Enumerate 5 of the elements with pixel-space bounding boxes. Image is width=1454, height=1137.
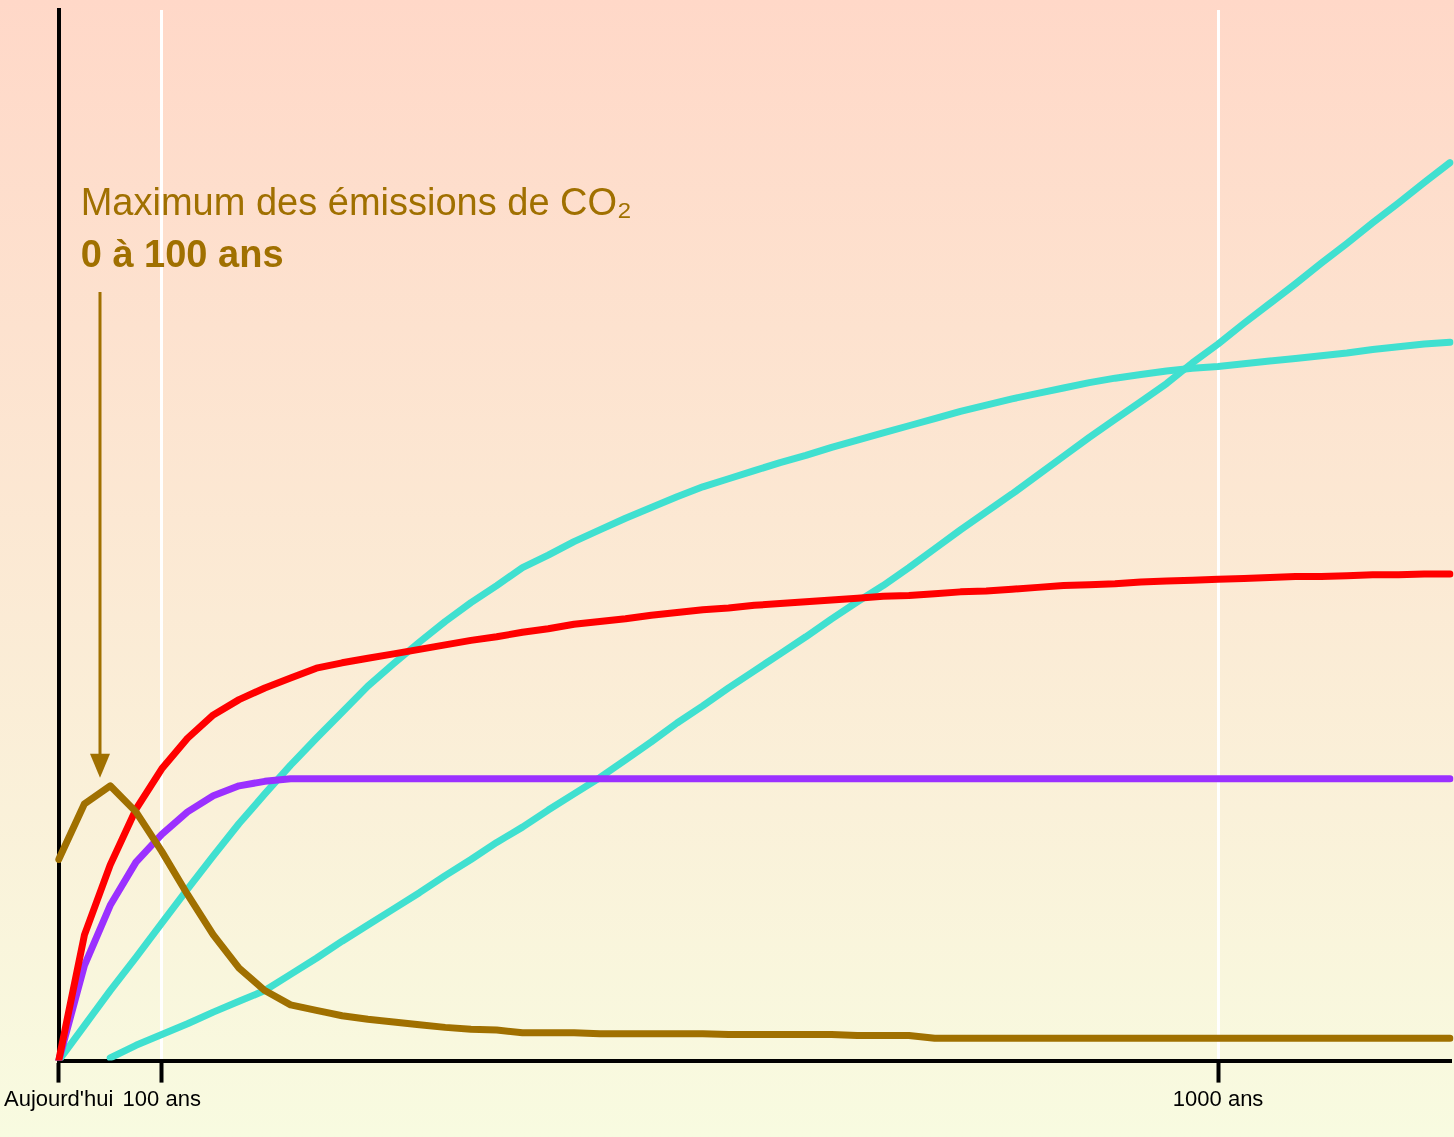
- annotation: 0 à 100 ans: [80, 233, 284, 275]
- x-tick-label: Aujourd'hui: [4, 1085, 114, 1111]
- x-tick-label: 100 ans: [122, 1085, 201, 1111]
- annotation: Maximum des émissions de CO₂: [80, 181, 632, 223]
- x-tick-label: 1000 ans: [1172, 1085, 1264, 1111]
